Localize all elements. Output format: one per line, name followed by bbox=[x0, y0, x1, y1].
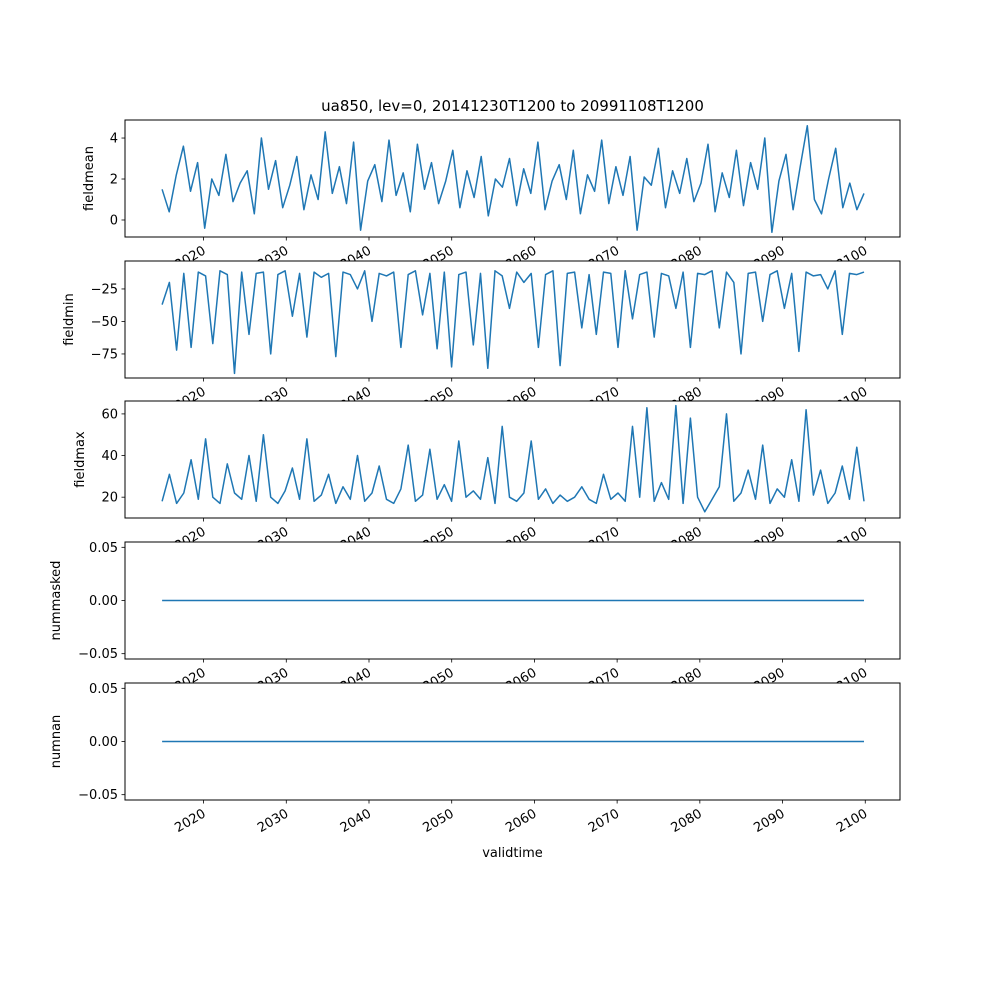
axes-frame bbox=[124, 119, 901, 238]
y-tick-label: 0.00 bbox=[89, 735, 118, 750]
y-axis-label: fieldmean bbox=[82, 146, 97, 211]
series-line-fieldmean bbox=[161, 124, 865, 234]
series-line-fieldmax bbox=[161, 404, 865, 513]
y-tick-label: −25 bbox=[91, 282, 118, 297]
y-tick-label: 0.00 bbox=[89, 594, 118, 609]
y-tick-label: 60 bbox=[101, 407, 118, 422]
axes-background bbox=[125, 261, 900, 378]
y-tick-label: −50 bbox=[91, 315, 118, 330]
y-tick-label: 4 bbox=[110, 132, 118, 147]
y-tick-label: 2 bbox=[110, 173, 118, 188]
x-axis-label: validtime bbox=[482, 846, 543, 861]
y-tick-label: 40 bbox=[101, 449, 118, 464]
y-axis-label: fieldmin bbox=[62, 293, 77, 346]
y-axis-label: numnan bbox=[49, 715, 64, 769]
axes-frame bbox=[124, 260, 901, 379]
y-tick-label: −0.05 bbox=[78, 647, 118, 662]
y-tick-label: −0.05 bbox=[78, 788, 118, 803]
series-line-fieldmin bbox=[161, 270, 865, 375]
axes-frame bbox=[124, 400, 901, 519]
y-axis-label: fieldmax bbox=[73, 431, 88, 488]
y-tick-label: 20 bbox=[101, 491, 118, 506]
y-axis-label: nummasked bbox=[49, 561, 64, 641]
chart-title: ua850, lev=0, 20141230T1200 to 20991108T… bbox=[321, 97, 704, 115]
y-tick-label: 0 bbox=[110, 213, 118, 228]
axes-background bbox=[125, 401, 900, 518]
y-tick-label: 0.05 bbox=[89, 541, 118, 556]
y-tick-label: 0.05 bbox=[89, 682, 118, 697]
y-tick-label: −75 bbox=[91, 347, 118, 362]
